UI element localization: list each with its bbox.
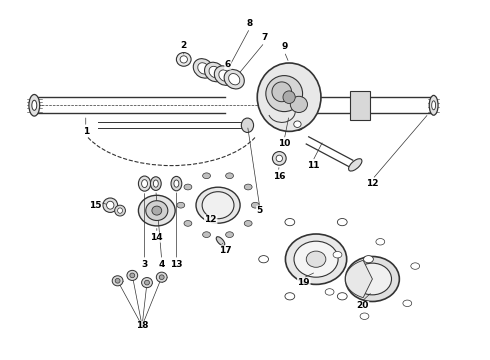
Circle shape bbox=[184, 221, 192, 226]
Circle shape bbox=[411, 263, 419, 269]
Text: 18: 18 bbox=[136, 321, 148, 330]
Ellipse shape bbox=[229, 73, 240, 85]
Text: 3: 3 bbox=[142, 260, 147, 269]
Ellipse shape bbox=[294, 121, 301, 127]
Ellipse shape bbox=[276, 155, 282, 162]
Ellipse shape bbox=[115, 279, 120, 283]
Circle shape bbox=[333, 252, 342, 258]
Ellipse shape bbox=[294, 241, 338, 277]
Text: 15: 15 bbox=[89, 201, 102, 210]
Text: 17: 17 bbox=[219, 246, 232, 255]
Ellipse shape bbox=[142, 180, 147, 188]
Text: 14: 14 bbox=[150, 233, 163, 242]
Ellipse shape bbox=[272, 152, 286, 165]
Ellipse shape bbox=[224, 69, 245, 89]
Text: 8: 8 bbox=[247, 19, 253, 28]
Circle shape bbox=[364, 256, 373, 263]
Text: 7: 7 bbox=[261, 33, 268, 42]
Circle shape bbox=[360, 313, 369, 319]
Ellipse shape bbox=[290, 96, 308, 112]
Circle shape bbox=[337, 219, 347, 226]
Ellipse shape bbox=[198, 63, 209, 74]
Circle shape bbox=[203, 173, 211, 179]
Ellipse shape bbox=[118, 208, 122, 213]
Circle shape bbox=[177, 202, 185, 208]
Ellipse shape bbox=[176, 53, 191, 66]
Ellipse shape bbox=[193, 59, 214, 78]
Ellipse shape bbox=[291, 118, 304, 130]
Ellipse shape bbox=[159, 275, 164, 280]
Ellipse shape bbox=[156, 272, 167, 282]
Ellipse shape bbox=[216, 237, 225, 246]
Ellipse shape bbox=[209, 66, 220, 78]
Text: 10: 10 bbox=[278, 139, 291, 148]
Ellipse shape bbox=[174, 180, 179, 187]
Ellipse shape bbox=[180, 56, 188, 63]
Text: 11: 11 bbox=[307, 161, 320, 170]
Ellipse shape bbox=[112, 276, 123, 286]
Ellipse shape bbox=[171, 176, 182, 191]
Ellipse shape bbox=[285, 234, 347, 284]
Ellipse shape bbox=[272, 82, 292, 102]
Circle shape bbox=[259, 256, 269, 263]
Ellipse shape bbox=[138, 176, 151, 191]
Ellipse shape bbox=[115, 205, 125, 216]
Text: 16: 16 bbox=[273, 172, 286, 181]
Bar bbox=[350, 91, 370, 120]
Circle shape bbox=[203, 232, 211, 238]
Ellipse shape bbox=[127, 270, 138, 280]
Circle shape bbox=[244, 221, 252, 226]
Ellipse shape bbox=[204, 62, 225, 82]
Ellipse shape bbox=[152, 206, 162, 215]
Circle shape bbox=[376, 239, 385, 245]
Ellipse shape bbox=[153, 180, 158, 187]
Circle shape bbox=[337, 293, 347, 300]
Ellipse shape bbox=[283, 91, 295, 104]
Circle shape bbox=[251, 202, 259, 208]
Wedge shape bbox=[345, 260, 372, 298]
Circle shape bbox=[285, 293, 294, 300]
Ellipse shape bbox=[138, 195, 175, 226]
Text: 1: 1 bbox=[83, 127, 89, 136]
Circle shape bbox=[285, 219, 294, 226]
Ellipse shape bbox=[257, 63, 321, 131]
Ellipse shape bbox=[353, 263, 392, 295]
Text: 6: 6 bbox=[225, 60, 231, 69]
Text: 9: 9 bbox=[281, 42, 288, 51]
Text: 4: 4 bbox=[158, 260, 165, 269]
Ellipse shape bbox=[219, 70, 230, 81]
Ellipse shape bbox=[142, 278, 152, 288]
Ellipse shape bbox=[146, 201, 168, 220]
Ellipse shape bbox=[345, 256, 399, 302]
Ellipse shape bbox=[348, 159, 362, 171]
Ellipse shape bbox=[432, 101, 436, 110]
Text: 20: 20 bbox=[356, 302, 369, 310]
Circle shape bbox=[325, 289, 334, 295]
Text: 5: 5 bbox=[257, 206, 263, 215]
Text: 19: 19 bbox=[297, 278, 310, 287]
Text: 2: 2 bbox=[181, 40, 187, 49]
Ellipse shape bbox=[241, 118, 254, 132]
Ellipse shape bbox=[29, 94, 40, 116]
Circle shape bbox=[225, 173, 233, 179]
Ellipse shape bbox=[266, 76, 302, 112]
Ellipse shape bbox=[429, 95, 438, 115]
Text: 12: 12 bbox=[366, 179, 379, 188]
Circle shape bbox=[184, 184, 192, 190]
Ellipse shape bbox=[130, 273, 135, 278]
Ellipse shape bbox=[103, 198, 118, 212]
Circle shape bbox=[225, 232, 233, 238]
Ellipse shape bbox=[32, 100, 37, 110]
Circle shape bbox=[244, 184, 252, 190]
Ellipse shape bbox=[196, 187, 240, 223]
Circle shape bbox=[403, 300, 412, 306]
Ellipse shape bbox=[202, 192, 234, 219]
Ellipse shape bbox=[306, 251, 326, 267]
Text: 13: 13 bbox=[170, 260, 183, 269]
Text: 12: 12 bbox=[204, 215, 217, 224]
Ellipse shape bbox=[150, 177, 161, 190]
Ellipse shape bbox=[107, 201, 114, 209]
Ellipse shape bbox=[214, 66, 235, 85]
Ellipse shape bbox=[145, 280, 149, 285]
